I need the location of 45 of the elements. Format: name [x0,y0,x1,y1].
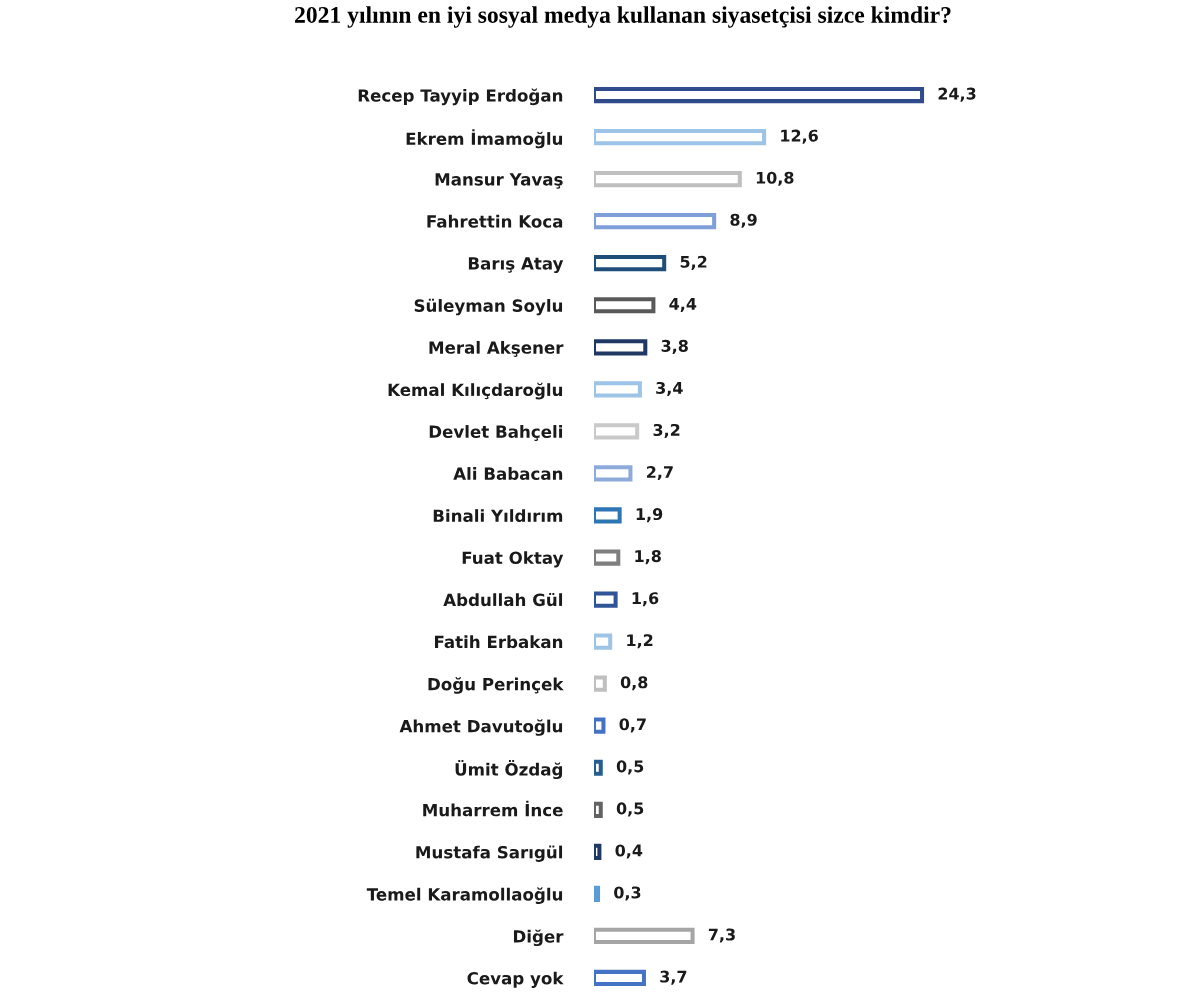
data-label: 1,2 [627,634,653,649]
y-tick-label: Fahrettin Koca [427,214,563,228]
y-tick-label: Recep Tayyip Erdoğan [358,88,563,106]
data-label: 0,5 [616,802,644,817]
chart-title: 2021 yılının en iyi sosyal medya kullanan siyasetçisi sizce kimdir? [295,6,951,28]
y-tick-label: Binali Yıldırım [433,509,563,523]
y-tick-label: Barış Atay [468,257,564,274]
data-label: 3,8 [661,339,688,354]
y-tick-label: Kemal Kılıçdaroğlu [388,382,563,400]
data-label: 0,3 [614,886,641,901]
data-label: 0,8 [620,676,648,691]
y-tick-label: Ahmet Davutoğlu [399,719,563,736]
data-label: 7,3 [708,928,735,943]
data-label: 1,6 [632,592,659,607]
data-label: 24,3 [938,87,976,102]
data-label: 3,4 [656,381,683,397]
data-label: 1,9 [636,508,663,523]
data-label: 3,2 [653,423,680,439]
data-label: 0,5 [616,760,644,775]
y-tick-label: Doğu Perinçek [428,677,564,694]
y-tick-label: Meral Akşener [429,340,564,357]
y-tick-label: Devlet Bahçeli [429,425,563,441]
y-tick-label: Mustafa Sarıgül [416,845,563,862]
data-label: 0,7 [619,718,646,733]
y-tick-label: Mansur Yavaş [435,173,563,189]
data-label: 12,6 [781,129,818,144]
data-label: 0,4 [615,844,643,859]
y-tick-label: Ali Babacan [453,467,563,480]
y-tick-label: Diğer [513,929,564,947]
y-tick-label: Temel Karamollaoğlu [366,887,563,905]
y-tick-label: Ekrem İmamoğlu [406,129,563,149]
y-tick-label: Fatih Erbakan [435,635,563,649]
y-tick-label: Abdullah Gül [443,593,563,607]
y-tick-label: Fuat Oktay [462,551,564,568]
y-tick-label: Ümit Özdağ [455,760,563,780]
data-label: 1,8 [635,550,661,565]
y-tick-label: Muharrem İnce [423,800,563,817]
y-tick-label: Süleyman Soylu [414,298,563,316]
data-label: 8,9 [730,213,757,228]
data-label: 10,8 [756,171,794,186]
data-label: 4,4 [669,298,697,312]
data-label: 5,2 [680,255,707,270]
y-tick-label: Cevap yok [467,971,564,988]
data-label: 2,7 [646,465,673,481]
data-label: 3,7 [660,970,687,985]
